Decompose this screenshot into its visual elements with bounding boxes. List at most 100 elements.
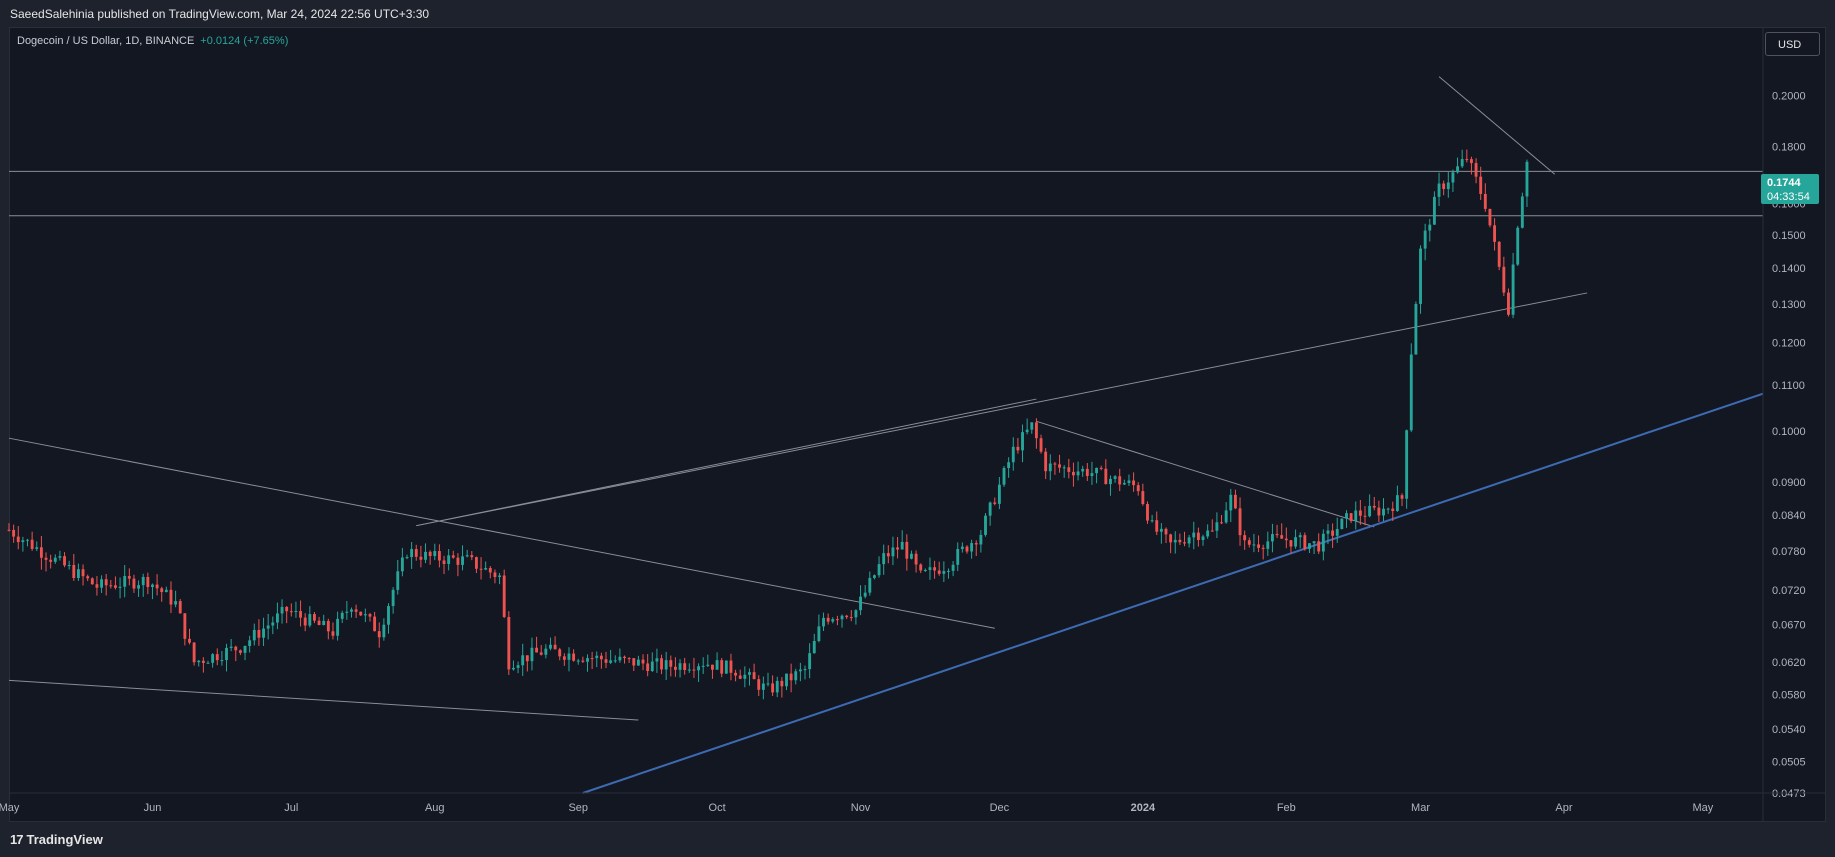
candle-body [1419,248,1422,304]
candle-body [1409,354,1413,431]
candle-body [1442,183,1446,190]
candle-body [67,565,71,567]
candle-body [724,660,728,674]
candle-body [613,660,617,662]
candle-body [100,579,103,588]
candle-body [1386,508,1390,510]
candle-body [715,660,719,670]
candle-body [687,669,691,671]
candle-body [1192,532,1196,538]
candle-body [461,556,464,565]
candle-body [845,615,849,618]
trendline [1438,76,1556,175]
currency-button[interactable]: USD [1765,32,1820,56]
price-axis[interactable]: 0.22000.20000.18000.16000.15000.14000.13… [1762,28,1806,823]
symbol-title: Dogecoin / US Dollar, 1D, BINANCE [17,35,195,47]
candle-body [211,654,215,663]
candle-body [849,617,853,619]
candle-body [192,642,196,663]
candle-body [984,515,987,535]
tradingview-icon: 17 [10,832,24,847]
price-tick-label: 0.0720 [1772,585,1806,597]
trendline [8,437,995,629]
candle-body [692,669,696,671]
candle-body [1317,541,1321,552]
time-axis[interactable]: May Jun Jul Aug Sep Oct Nov Dec 2024 Feb Mar Apr May [0,792,1825,814]
candle-body [1201,536,1205,540]
candle-body [1432,196,1436,225]
candle-body [271,622,275,626]
candle-body [275,613,279,623]
candle-body [289,611,293,613]
candle-body [363,614,367,616]
candle-body [720,660,724,674]
candle-body [1229,494,1233,511]
candle-body [16,536,20,543]
candle-body [1525,161,1529,197]
candle-body [437,551,441,561]
candle-body [1280,535,1284,539]
candle-body [993,502,997,504]
candle-body [81,569,85,577]
candle-body [1196,532,1200,540]
candle-body [1252,544,1256,546]
time-tick-label: May [1692,802,1713,814]
price-tick-label: 0.0540 [1772,724,1806,736]
chart-pane[interactable] [9,27,1826,822]
candle-body [146,576,150,588]
candle-body [604,659,608,663]
candle-body [30,539,34,549]
candle-body [95,584,99,588]
candle-body [729,660,733,673]
candle-body [1021,432,1024,451]
candle-body [433,551,437,557]
candle-body [910,553,913,559]
candle-body [280,606,284,614]
candle-body [618,656,622,661]
candle-body [581,660,585,662]
candle-body [544,648,548,655]
candle-body [863,592,867,597]
candle-body [775,680,779,693]
candle-body [1497,241,1501,267]
candle-body [877,564,881,576]
candle-body [1368,505,1372,517]
candle-body [160,588,164,593]
bar-countdown: 04:33:54 [1767,191,1810,203]
candle-body [1025,429,1029,433]
tradingview-logo[interactable]: 17 TradingView [10,832,103,847]
candle-body [803,669,807,671]
candle-body [1271,534,1274,542]
candle-body [308,614,312,626]
candle-body [252,629,256,641]
candle-body [1358,510,1362,516]
candle-body [549,644,552,649]
candle-body [539,652,543,655]
candle-body [1400,495,1404,499]
candle-body [1062,467,1066,469]
candle-body [706,664,710,666]
candle-body [812,640,816,654]
candle-body [900,541,904,550]
price-tick-label: 0.1200 [1772,338,1806,350]
candle-body [1030,422,1034,430]
trendlines[interactable] [8,76,1764,794]
candle-body [220,660,224,662]
candle-body [1321,533,1325,552]
candle-body [701,665,705,667]
candle-body [12,529,16,537]
candle-body [1488,208,1492,226]
candle-body [872,575,876,578]
candle-body [558,649,562,657]
candle-body [882,553,886,565]
candle-body [1002,468,1006,485]
candle-body [86,576,90,579]
candle-body [1113,476,1117,479]
candle-body [155,584,159,589]
candle-body [118,586,122,588]
trendline [1036,420,1375,528]
candle-body [535,647,539,653]
candle-body [1363,515,1367,517]
candle-body [1493,225,1497,242]
